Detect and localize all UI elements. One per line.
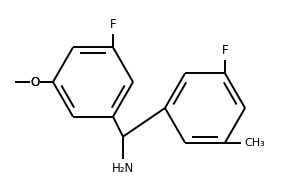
Text: F: F: [110, 18, 116, 31]
Text: O: O: [30, 75, 40, 89]
Text: CH₃: CH₃: [244, 138, 265, 148]
Text: H₂N: H₂N: [112, 162, 134, 175]
Text: F: F: [222, 44, 228, 57]
Text: O: O: [30, 75, 40, 89]
